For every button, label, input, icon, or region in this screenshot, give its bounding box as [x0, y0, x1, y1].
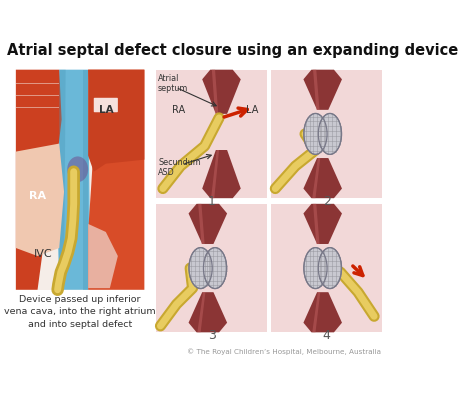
Ellipse shape: [304, 248, 327, 289]
Bar: [271, 70, 382, 198]
Polygon shape: [312, 292, 320, 332]
Bar: [16, 70, 145, 290]
Polygon shape: [211, 150, 219, 198]
Polygon shape: [202, 70, 241, 114]
Polygon shape: [189, 292, 227, 332]
Polygon shape: [303, 204, 342, 244]
Text: 2: 2: [323, 195, 331, 208]
Text: LA: LA: [246, 105, 258, 115]
Text: © The Royal Children’s Hospital, Melbourne, Australia: © The Royal Children’s Hospital, Melbour…: [187, 348, 381, 355]
Bar: [271, 204, 382, 332]
Polygon shape: [16, 82, 59, 84]
Polygon shape: [83, 70, 88, 290]
Polygon shape: [88, 224, 118, 288]
Polygon shape: [88, 70, 145, 172]
Polygon shape: [16, 95, 59, 96]
Bar: [156, 70, 267, 198]
Text: RA: RA: [173, 105, 185, 115]
Polygon shape: [16, 70, 62, 290]
Bar: [156, 204, 267, 332]
Text: IVC: IVC: [34, 250, 52, 259]
Text: LA: LA: [99, 105, 113, 115]
Polygon shape: [16, 107, 59, 108]
Ellipse shape: [319, 113, 342, 154]
Polygon shape: [189, 204, 227, 244]
Polygon shape: [16, 98, 59, 108]
FancyBboxPatch shape: [94, 98, 118, 112]
Polygon shape: [16, 70, 59, 84]
Text: Atrial
septum: Atrial septum: [158, 74, 188, 93]
Text: 4: 4: [323, 329, 331, 342]
Polygon shape: [303, 292, 342, 332]
Text: RA: RA: [29, 191, 46, 201]
Polygon shape: [16, 84, 59, 96]
Polygon shape: [202, 150, 241, 198]
Text: Secundum
ASD: Secundum ASD: [158, 158, 201, 178]
Text: 3: 3: [208, 329, 216, 342]
Ellipse shape: [319, 248, 342, 289]
Polygon shape: [197, 292, 205, 332]
Polygon shape: [198, 204, 205, 244]
Text: 1: 1: [208, 195, 216, 208]
Polygon shape: [58, 70, 90, 290]
Bar: [315, 258, 331, 278]
Ellipse shape: [189, 248, 212, 289]
Ellipse shape: [67, 156, 88, 182]
Polygon shape: [303, 158, 342, 198]
Polygon shape: [212, 70, 218, 114]
Bar: [315, 124, 331, 144]
Polygon shape: [303, 70, 342, 110]
Polygon shape: [313, 70, 319, 110]
Ellipse shape: [304, 113, 327, 154]
Polygon shape: [16, 144, 64, 256]
Polygon shape: [313, 204, 319, 244]
Text: Device passed up inferior
vena cava, into the right atrium
and into septal defec: Device passed up inferior vena cava, int…: [4, 295, 156, 329]
Polygon shape: [59, 70, 66, 290]
Ellipse shape: [203, 248, 227, 289]
Text: Atrial septal defect closure using an expanding device: Atrial septal defect closure using an ex…: [7, 43, 458, 58]
Polygon shape: [312, 158, 320, 198]
Bar: [200, 258, 216, 278]
Polygon shape: [88, 70, 145, 290]
